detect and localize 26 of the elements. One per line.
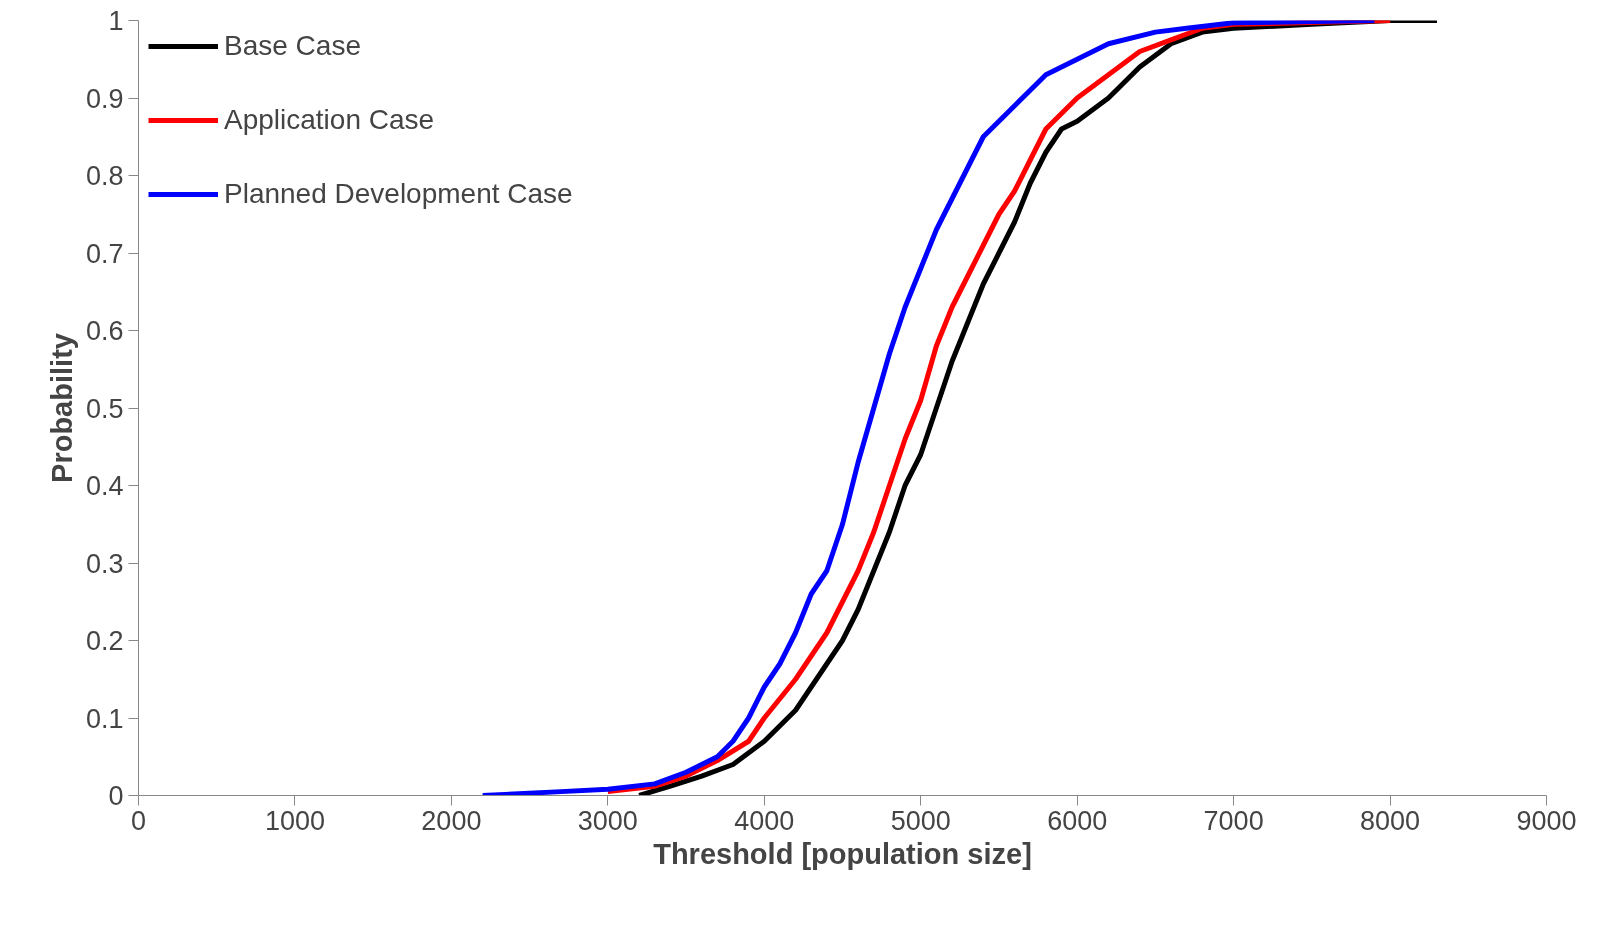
x-tick-label: 1000	[264, 805, 325, 836]
y-tick-label: 0.8	[85, 161, 124, 191]
x-axis-title: Threshold [population size]	[653, 837, 1032, 870]
legend-label: Base Case	[224, 30, 361, 62]
x-tick-label: 2000	[421, 805, 482, 836]
y-tick-label: 0.5	[85, 393, 124, 424]
x-tick-label: 5000	[890, 805, 951, 836]
y-tick-label: 0.6	[85, 316, 124, 346]
y-axis-title: Probability	[45, 333, 78, 483]
x-tick-label: 0	[130, 805, 147, 836]
y-tick-label: 0.1	[85, 703, 124, 734]
x-tick-label: 6000	[1047, 805, 1108, 836]
y-tick-label: 0.7	[85, 238, 124, 269]
x-tick-label: 9000	[1516, 805, 1577, 836]
x-tick-label: 7000	[1203, 805, 1264, 836]
y-tick-label: 0.9	[85, 83, 124, 114]
y-tick-label: 0.3	[85, 548, 124, 579]
x-tick-label: 3000	[577, 805, 638, 836]
y-tick-label: 1	[108, 6, 124, 36]
legend-label: Planned Development Case	[224, 178, 573, 210]
x-tick-label: 4000	[734, 805, 795, 836]
y-tick-label: 0	[108, 781, 124, 811]
y-tick-label: 0.2	[85, 626, 124, 656]
y-tick-label: 0.4	[85, 471, 124, 501]
legend-label: Application Case	[224, 104, 435, 136]
x-tick-label: 8000	[1360, 805, 1421, 836]
